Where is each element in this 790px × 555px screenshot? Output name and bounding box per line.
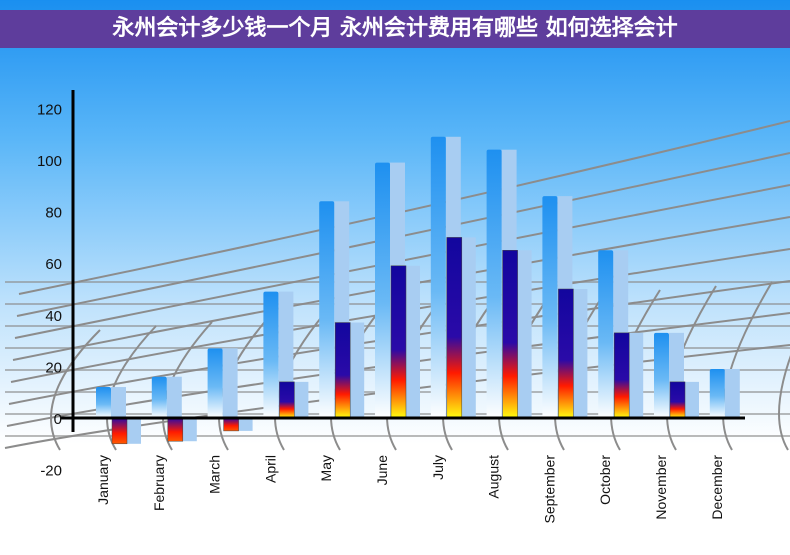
bar-series1-october <box>598 250 614 418</box>
bar-shadow <box>684 381 699 418</box>
y-tick-label: 40 <box>45 308 62 325</box>
bar-series2-april <box>279 381 295 419</box>
bar-shadow <box>237 418 253 431</box>
bar-series2-june <box>390 265 407 419</box>
x-tick-label: February <box>151 455 167 511</box>
bar-series1-december <box>709 368 725 418</box>
y-tick-label: 60 <box>45 256 62 273</box>
y-tick-label: 20 <box>45 359 62 376</box>
bar-shadow <box>111 387 126 418</box>
x-tick-label: January <box>95 455 111 505</box>
bar-series1-november <box>654 332 669 418</box>
bar-series2-may <box>334 322 351 419</box>
y-tick-label: 120 <box>37 101 62 118</box>
bar-shadow <box>181 418 197 442</box>
bar-series1-february <box>151 376 167 418</box>
bar-series1-september <box>542 196 558 418</box>
y-tick-label: 100 <box>37 153 62 170</box>
bar-shadow <box>460 237 476 418</box>
bar-series1-august <box>486 149 502 418</box>
bar-shadow <box>222 348 238 418</box>
bar-series2-january <box>111 417 128 445</box>
bar-series2-july <box>446 237 463 419</box>
bar-shadow <box>628 332 644 418</box>
x-tick-label: November <box>653 455 669 520</box>
y-tick-label: -20 <box>40 463 62 480</box>
page-title: 永州会计多少钱一个月 永州会计费用有哪些 如何选择会计 <box>0 10 790 48</box>
bar-series1-january <box>96 387 111 418</box>
bar-shadow <box>405 265 420 418</box>
x-tick-label: April <box>262 455 278 483</box>
bar-series2-november <box>669 381 686 419</box>
bar-shadow <box>349 322 365 418</box>
x-tick-label: August <box>486 455 502 499</box>
bar-series1-march <box>207 348 223 418</box>
bar-shadow <box>293 381 309 418</box>
bar-shadow <box>724 368 740 418</box>
x-tick-label: July <box>430 455 446 480</box>
bar-shadow <box>572 289 588 418</box>
x-tick-label: March <box>207 455 223 494</box>
x-tick-label: October <box>597 455 613 505</box>
y-tick-label: 0 <box>54 411 62 428</box>
bar-shadow <box>516 250 532 418</box>
bar-series1-may <box>319 201 335 418</box>
x-tick-label: September <box>541 455 557 524</box>
bar-series1-april <box>263 291 279 418</box>
bar-series2-february <box>167 417 184 442</box>
bar-shadow <box>126 418 141 444</box>
bar-series1-july <box>430 136 446 418</box>
x-tick-label: June <box>374 455 390 486</box>
bar-series2-october <box>613 332 630 419</box>
bar-series2-august <box>502 250 518 419</box>
bar-series2-march <box>223 417 239 432</box>
bar-series2-september <box>558 288 574 419</box>
bar-series1-june <box>375 162 390 418</box>
x-tick-label: December <box>709 455 725 520</box>
y-tick-label: 80 <box>45 205 62 222</box>
bar-shadow <box>166 376 182 418</box>
x-tick-label: May <box>318 455 334 481</box>
